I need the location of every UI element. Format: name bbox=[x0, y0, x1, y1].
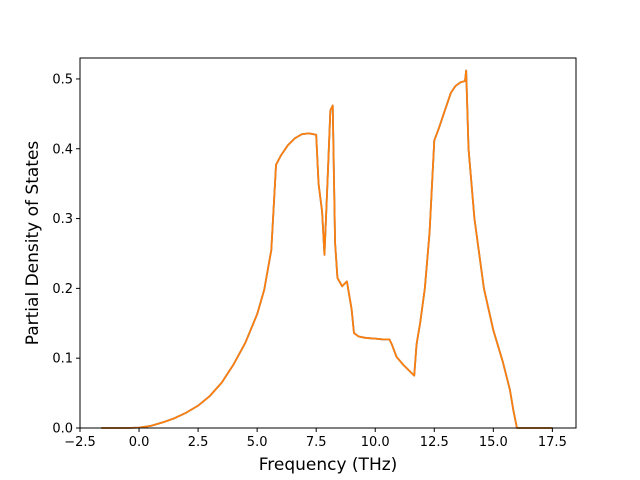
series-line-1 bbox=[101, 69, 553, 429]
x-tick-label: 5.0 bbox=[247, 435, 268, 450]
y-tick-label: 0.5 bbox=[52, 72, 73, 87]
x-tick-label: 15.0 bbox=[479, 435, 508, 450]
x-axis-ticks: −2.5 0.0 2.5 5.0 7.5 10.0 12.5 15.0 17.5 bbox=[64, 428, 567, 450]
series-layer bbox=[101, 69, 553, 429]
plot-frame bbox=[79, 57, 577, 429]
y-tick-label: 0.2 bbox=[52, 282, 73, 297]
y-tick-label: 0.1 bbox=[52, 352, 73, 367]
y-tick-label: 0.4 bbox=[52, 142, 73, 157]
x-tick-label: 17.5 bbox=[538, 435, 567, 450]
y-axis-ticks: 0.0 0.1 0.2 0.3 0.4 0.5 bbox=[52, 72, 80, 437]
x-tick-label: 12.5 bbox=[420, 435, 449, 450]
x-tick-label: 7.5 bbox=[306, 435, 327, 450]
x-tick-label: 2.5 bbox=[188, 435, 209, 450]
x-tick-label: −2.5 bbox=[64, 435, 96, 450]
y-axis-label: Partial Density of States bbox=[23, 141, 43, 346]
y-tick-label: 0.0 bbox=[52, 422, 73, 437]
x-tick-label: 0.0 bbox=[129, 435, 150, 450]
y-tick-label: 0.3 bbox=[52, 212, 73, 227]
x-tick-label: 10.0 bbox=[361, 435, 390, 450]
x-axis-label: Frequency (THz) bbox=[259, 455, 398, 475]
